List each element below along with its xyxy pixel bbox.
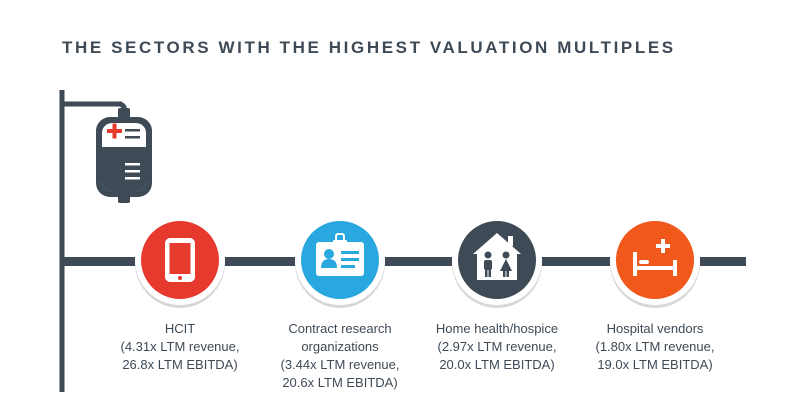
- label-line: Hospital vendors: [606, 321, 704, 336]
- timeline-line: [62, 257, 746, 266]
- label-line: 26.8x LTM EBITDA): [122, 357, 238, 372]
- label-line: Contract research: [288, 321, 392, 336]
- label-line: organizations: [301, 339, 379, 354]
- label-line: HCIT: [164, 321, 196, 336]
- cro-circle: [295, 215, 385, 308]
- page-title: THE SECTORS WITH THE HIGHEST VALUATION M…: [62, 38, 676, 57]
- sector-label-cro: Contract research organizations (3.44x L…: [265, 320, 415, 392]
- sector-label-home-health: Home health/hospice (2.97x LTM revenue, …: [422, 320, 572, 374]
- label-line: 19.0x LTM EBITDA): [597, 357, 713, 372]
- tablet-icon: [165, 238, 195, 282]
- label-line: (4.31x LTM revenue,: [120, 339, 240, 354]
- label-line: (3.44x LTM revenue,: [280, 357, 400, 372]
- label-line: 20.6x LTM EBITDA): [282, 375, 398, 390]
- id-badge-icon: [316, 233, 364, 276]
- hcit-circle: [135, 215, 225, 308]
- iv-bag-icon: [96, 108, 152, 203]
- hospital-bed-icon: [633, 239, 677, 276]
- label-line: Home health/hospice: [435, 321, 559, 336]
- house-family-icon: [473, 233, 521, 280]
- hospital-circle: [610, 215, 700, 308]
- label-line: 20.0x LTM EBITDA): [439, 357, 555, 372]
- label-line: (2.97x LTM revenue,: [437, 339, 557, 354]
- home-health-circle: [452, 215, 542, 308]
- sector-label-hospital: Hospital vendors (1.80x LTM revenue, 19.…: [580, 320, 730, 374]
- sector-label-hcit: HCIT (4.31x LTM revenue, 26.8x LTM EBITD…: [105, 320, 255, 374]
- label-line: (1.80x LTM revenue,: [595, 339, 715, 354]
